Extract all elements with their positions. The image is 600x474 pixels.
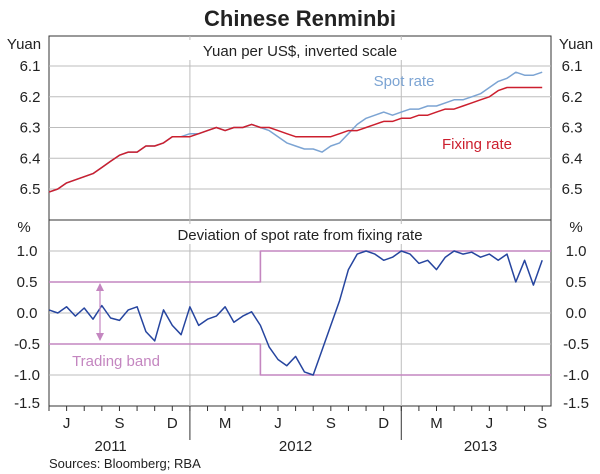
bottom-y-tick-left: 1.0 bbox=[17, 243, 38, 260]
top-y-tick-left: 6.2 bbox=[20, 89, 41, 106]
x-month-label: S bbox=[537, 415, 547, 432]
bottom-y-tick-right: -1.0 bbox=[563, 367, 589, 384]
top-y-tick-right: 6.1 bbox=[562, 58, 583, 75]
x-month-label: D bbox=[167, 415, 178, 432]
bottom-y-tick-right: -1.5 bbox=[563, 395, 589, 412]
top-y-tick-left: 6.3 bbox=[20, 120, 41, 137]
bottom-y-unit-right: % bbox=[569, 219, 582, 236]
bottom-y-tick-right: 0.5 bbox=[566, 274, 587, 291]
x-month-label: S bbox=[326, 415, 336, 432]
bottom-y-tick-left: 0.5 bbox=[17, 274, 38, 291]
chart-title: Chinese Renminbi bbox=[204, 6, 396, 31]
top-y-unit-left: Yuan bbox=[7, 36, 41, 53]
top-y-tick-left: 6.5 bbox=[20, 181, 41, 198]
x-month-label: M bbox=[430, 415, 443, 432]
x-month-label: M bbox=[219, 415, 232, 432]
top-panel-title: Yuan per US$, inverted scale bbox=[203, 43, 397, 60]
bottom-y-tick-left: -1.0 bbox=[14, 367, 40, 384]
bottom-y-tick-labels: 1.0 1.0 0.5 0.5 0.0 0.0 -0.5 -0.5 -1.0 -1.0 -1.5 -1… bbox=[14, 243, 589, 412]
top-y-tick-right: 6.5 bbox=[562, 181, 583, 198]
bottom-y-tick-left: -1.5 bbox=[14, 395, 40, 412]
x-month-label: J bbox=[274, 415, 282, 432]
bottom-y-tick-left: 0.0 bbox=[17, 305, 38, 322]
top-y-tick-right: 6.2 bbox=[562, 89, 583, 106]
trading-band-arrow bbox=[96, 283, 104, 341]
x-axis: J S D M J S D M J S 2011 2012 2013 bbox=[48, 406, 547, 455]
x-year-label: 2011 bbox=[95, 438, 127, 455]
top-y-tick-left: 6.4 bbox=[20, 150, 41, 167]
top-y-tick-right: 6.3 bbox=[562, 120, 583, 137]
x-month-label: D bbox=[378, 415, 389, 432]
bottom-y-tick-left: -0.5 bbox=[14, 336, 40, 353]
bottom-panel-title: Deviation of spot rate from fixing rate bbox=[177, 227, 422, 244]
fixing-rate-line bbox=[48, 86, 543, 193]
series-layer bbox=[48, 71, 551, 376]
spot-rate-label: Spot rate bbox=[374, 73, 435, 90]
x-month-label: J bbox=[63, 415, 71, 432]
top-y-tick-right: 6.4 bbox=[562, 150, 583, 167]
bottom-y-tick-right: 1.0 bbox=[566, 243, 587, 260]
x-year-label: 2012 bbox=[279, 438, 312, 455]
x-year-label: 2013 bbox=[464, 438, 497, 455]
deviation-line bbox=[48, 250, 543, 376]
trading-band-lower bbox=[49, 343, 551, 376]
top-gridlines bbox=[49, 65, 551, 190]
bottom-y-unit-left: % bbox=[17, 219, 30, 236]
x-month-label: J bbox=[486, 415, 494, 432]
trading-band-label: Trading band bbox=[72, 353, 160, 370]
trading-band-upper bbox=[49, 250, 551, 283]
x-month-label: S bbox=[114, 415, 124, 432]
source-note: Sources: Bloomberg; RBA bbox=[49, 456, 201, 471]
top-y-tick-left: 6.1 bbox=[20, 58, 41, 75]
top-y-unit-right: Yuan bbox=[559, 36, 593, 53]
bottom-y-tick-right: 0.0 bbox=[566, 305, 587, 322]
bottom-y-tick-right: -0.5 bbox=[563, 336, 589, 353]
fixing-rate-label: Fixing rate bbox=[442, 136, 512, 153]
top-y-tick-labels: 6.1 6.1 6.2 6.2 6.3 6.3 6.4 6.4 6.5 6.5 bbox=[20, 58, 583, 198]
